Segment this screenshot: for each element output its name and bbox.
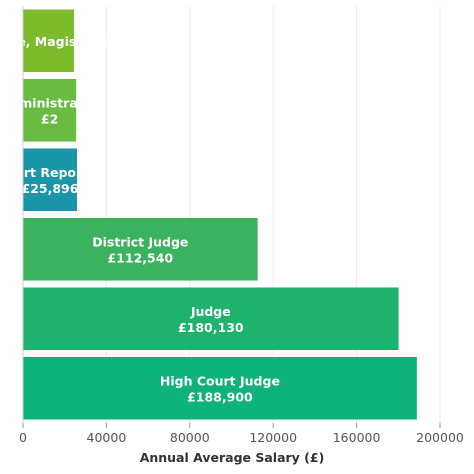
bar: [23, 287, 399, 351]
bar: [23, 78, 77, 142]
x-axis-title: Annual Average Salary (£): [140, 450, 325, 465]
bar-group: Administrator£2: [1, 78, 100, 142]
bar: [23, 217, 258, 281]
x-tick-label: 120000: [249, 430, 297, 445]
bar-label-name: Court Reporter: [0, 165, 104, 180]
bar-label-value: £180,130: [178, 320, 244, 335]
x-tick-label: 40000: [87, 430, 127, 445]
bar-label-name: District Judge: [92, 234, 188, 249]
bar: [23, 9, 75, 73]
bar-label-name: Judge, Magistrate: [0, 34, 111, 49]
bar-label-value: £112,540: [108, 250, 174, 265]
bar-group: High Court Judge£188,900: [23, 356, 417, 420]
x-tick-label: 160000: [333, 430, 381, 445]
x-axis: 0 40000 80000 120000 160000 200000: [19, 6, 464, 445]
bar-label-name: High Court Judge: [160, 373, 280, 388]
bar-label-name: Administrator: [1, 95, 100, 110]
x-tick-label: 200000: [416, 430, 464, 445]
x-tick-label: 80000: [170, 430, 210, 445]
grid-lines: [105, 6, 441, 423]
bar: [23, 148, 77, 212]
bar-group: District Judge£112,540: [23, 217, 258, 281]
bar-group: Court Reporter£25,896: [0, 148, 104, 212]
x-tick-label: 0: [19, 430, 27, 445]
bar-label-value: £188,900: [187, 389, 253, 404]
bar: [23, 356, 417, 420]
bar-label-value: £2: [41, 111, 58, 126]
bar-group: Judge£180,130: [23, 287, 399, 351]
bar-label-value: £25,896: [22, 181, 79, 196]
bar-label-name: Judge: [190, 304, 231, 319]
bar-group: Judge, Magistrate: [0, 9, 111, 73]
